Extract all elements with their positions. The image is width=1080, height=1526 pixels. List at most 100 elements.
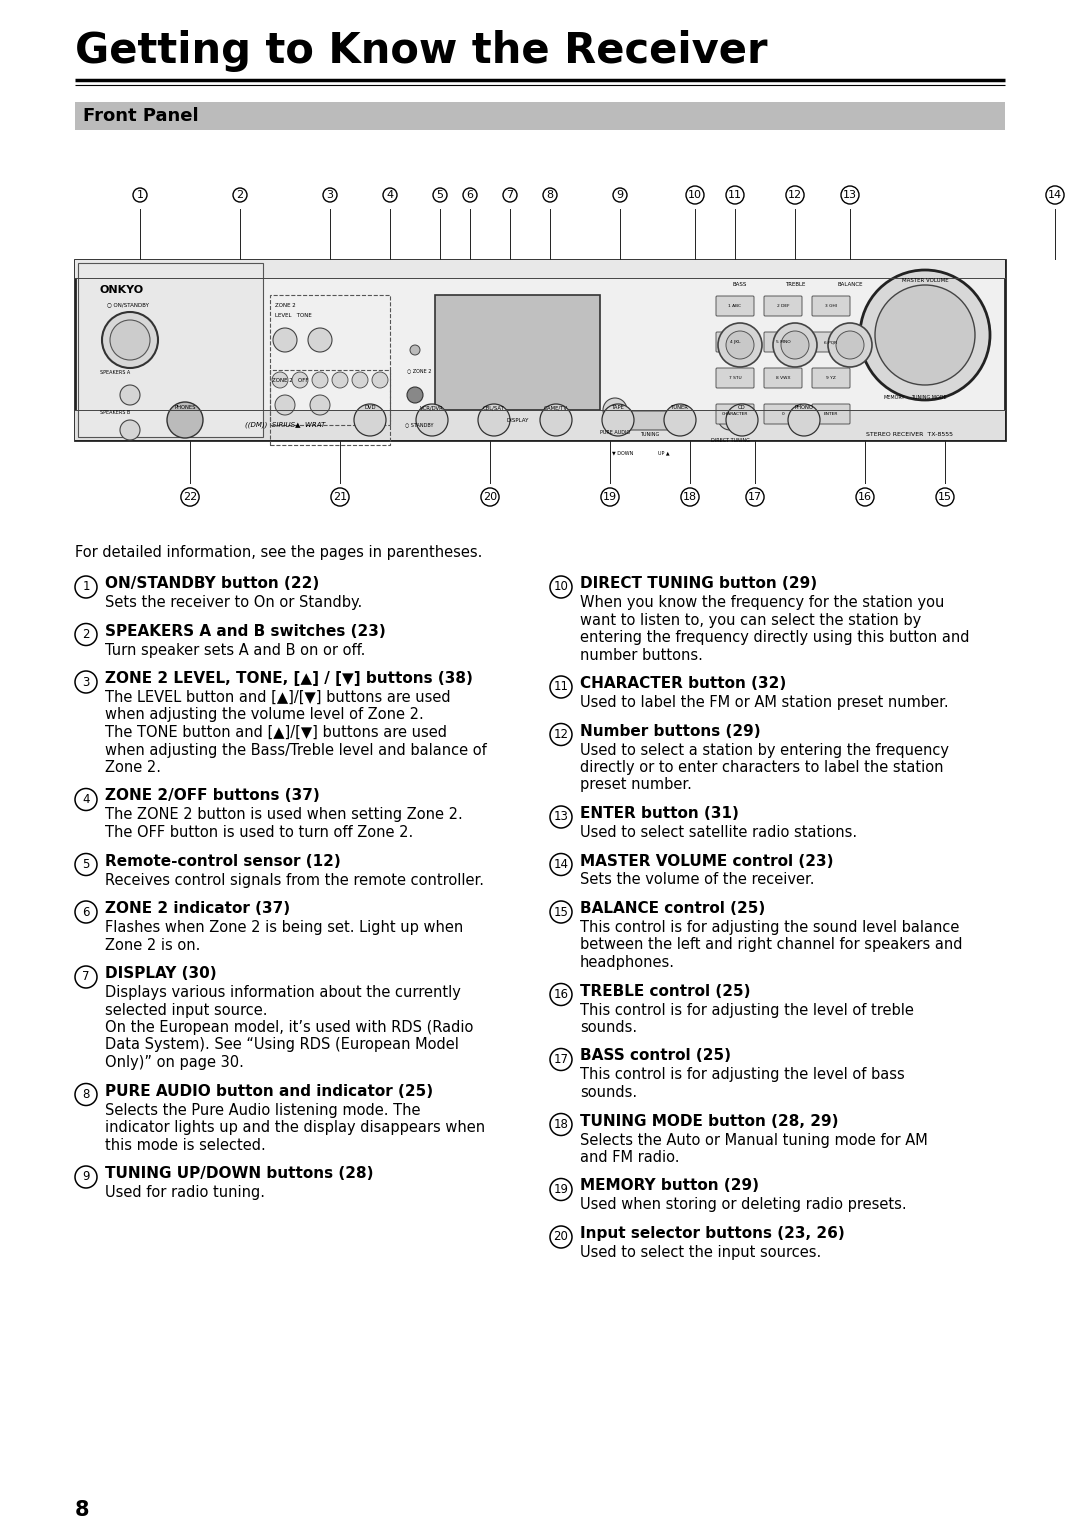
Circle shape xyxy=(478,404,510,436)
Text: LEVEL   TONE: LEVEL TONE xyxy=(275,313,312,317)
Text: Used for radio tuning.: Used for radio tuning. xyxy=(105,1186,265,1199)
Text: 6: 6 xyxy=(82,905,90,919)
Text: SPEAKERS A and B switches (23): SPEAKERS A and B switches (23) xyxy=(105,624,386,638)
Text: 18: 18 xyxy=(683,491,697,502)
Text: PHONO: PHONO xyxy=(795,404,813,410)
Text: The TONE button and [▲]/[▼] buttons are used: The TONE button and [▲]/[▼] buttons are … xyxy=(105,725,447,740)
Circle shape xyxy=(407,388,423,403)
Circle shape xyxy=(602,404,634,436)
Text: ((DM))  SIRIUS▲  WRAT: ((DM)) SIRIUS▲ WRAT xyxy=(245,421,325,429)
Text: headphones.: headphones. xyxy=(580,955,675,971)
Circle shape xyxy=(836,331,864,359)
Circle shape xyxy=(550,1048,572,1071)
Circle shape xyxy=(550,853,572,876)
Text: SPEAKERS A: SPEAKERS A xyxy=(100,369,131,375)
Text: TAPE: TAPE xyxy=(611,404,624,410)
Text: 15: 15 xyxy=(939,491,951,502)
Text: when adjusting the volume level of Zone 2.: when adjusting the volume level of Zone … xyxy=(105,708,423,722)
Circle shape xyxy=(416,404,448,436)
Text: 3: 3 xyxy=(82,676,90,688)
Circle shape xyxy=(292,372,308,388)
Text: 22: 22 xyxy=(183,491,198,502)
Text: preset number.: preset number. xyxy=(580,778,692,792)
Text: 12: 12 xyxy=(554,728,568,742)
Text: 4 JKL: 4 JKL xyxy=(730,340,740,343)
Text: DVD: DVD xyxy=(364,404,376,410)
Text: Number buttons (29): Number buttons (29) xyxy=(580,723,760,739)
Text: Used to select a station by entering the frequency: Used to select a station by entering the… xyxy=(580,743,949,757)
Text: 20: 20 xyxy=(483,491,497,502)
Text: DIRECT TUNING: DIRECT TUNING xyxy=(711,438,750,443)
Text: 3: 3 xyxy=(326,191,334,200)
FancyBboxPatch shape xyxy=(764,404,802,424)
Text: ▼ DOWN: ▼ DOWN xyxy=(612,450,633,455)
Text: 5: 5 xyxy=(436,191,444,200)
Text: 9: 9 xyxy=(82,1170,90,1184)
Circle shape xyxy=(75,789,97,810)
Text: When you know the frequency for the station you: When you know the frequency for the stat… xyxy=(580,595,944,610)
Circle shape xyxy=(718,324,762,366)
Circle shape xyxy=(352,372,368,388)
Circle shape xyxy=(603,398,627,423)
Text: MEMORY button (29): MEMORY button (29) xyxy=(580,1178,759,1193)
Text: 4: 4 xyxy=(82,794,90,806)
Text: 8: 8 xyxy=(75,1500,90,1520)
Text: 8: 8 xyxy=(546,191,554,200)
Circle shape xyxy=(718,406,742,430)
Text: 19: 19 xyxy=(554,1183,568,1196)
FancyBboxPatch shape xyxy=(78,262,264,436)
Text: 1: 1 xyxy=(136,191,144,200)
Circle shape xyxy=(550,806,572,829)
Text: TREBLE: TREBLE xyxy=(785,282,806,287)
Text: 11: 11 xyxy=(554,681,568,693)
Text: CHARACTER: CHARACTER xyxy=(721,412,748,417)
Text: Displays various information about the currently: Displays various information about the c… xyxy=(105,984,461,1000)
Circle shape xyxy=(75,966,97,987)
Circle shape xyxy=(75,1166,97,1189)
Text: Sets the receiver to On or Standby.: Sets the receiver to On or Standby. xyxy=(105,595,362,610)
Circle shape xyxy=(550,1114,572,1135)
Text: ZONE 2 indicator (37): ZONE 2 indicator (37) xyxy=(105,900,291,916)
Text: 17: 17 xyxy=(554,1053,568,1067)
Text: For detailed information, see the pages in parentheses.: For detailed information, see the pages … xyxy=(75,545,483,560)
Circle shape xyxy=(75,624,97,645)
Text: indicator lights up and the display disappears when: indicator lights up and the display disa… xyxy=(105,1120,485,1135)
Circle shape xyxy=(550,983,572,1006)
Text: between the left and right channel for speakers and: between the left and right channel for s… xyxy=(580,937,962,952)
Circle shape xyxy=(828,324,872,366)
Text: Zone 2 is on.: Zone 2 is on. xyxy=(105,937,201,952)
Text: TUNING: TUNING xyxy=(640,432,660,438)
Circle shape xyxy=(550,1225,572,1248)
Text: On the European model, it’s used with RDS (Radio: On the European model, it’s used with RD… xyxy=(105,1019,473,1035)
Text: 4: 4 xyxy=(387,191,393,200)
Text: 10: 10 xyxy=(688,191,702,200)
Text: Used to select satellite radio stations.: Used to select satellite radio stations. xyxy=(580,826,858,839)
Circle shape xyxy=(110,320,150,360)
Text: PHONES: PHONES xyxy=(174,404,195,410)
Circle shape xyxy=(275,395,295,415)
Circle shape xyxy=(272,372,288,388)
Text: 2 DEF: 2 DEF xyxy=(777,304,789,308)
Text: DIRECT TUNING button (29): DIRECT TUNING button (29) xyxy=(580,575,818,591)
Text: The OFF button is used to turn off Zone 2.: The OFF button is used to turn off Zone … xyxy=(105,826,414,839)
FancyBboxPatch shape xyxy=(812,333,850,353)
Text: this mode is selected.: this mode is selected. xyxy=(105,1137,266,1152)
Circle shape xyxy=(120,420,140,439)
Text: 2: 2 xyxy=(82,629,90,641)
Circle shape xyxy=(310,395,330,415)
Text: 11: 11 xyxy=(728,191,742,200)
Text: 2: 2 xyxy=(237,191,244,200)
Circle shape xyxy=(540,404,572,436)
Circle shape xyxy=(75,575,97,598)
Circle shape xyxy=(882,365,906,388)
Text: 5: 5 xyxy=(82,858,90,871)
Circle shape xyxy=(875,285,975,385)
Text: Only)” on page 30.: Only)” on page 30. xyxy=(105,1054,244,1070)
Circle shape xyxy=(75,900,97,923)
Text: directly or to enter characters to label the station: directly or to enter characters to label… xyxy=(580,760,944,775)
Text: Used to label the FM or AM station preset number.: Used to label the FM or AM station prese… xyxy=(580,694,948,710)
FancyBboxPatch shape xyxy=(75,102,1005,130)
Text: ENTER button (31): ENTER button (31) xyxy=(580,806,739,821)
Text: Turn speaker sets A and B on or off.: Turn speaker sets A and B on or off. xyxy=(105,642,365,658)
FancyBboxPatch shape xyxy=(764,333,802,353)
